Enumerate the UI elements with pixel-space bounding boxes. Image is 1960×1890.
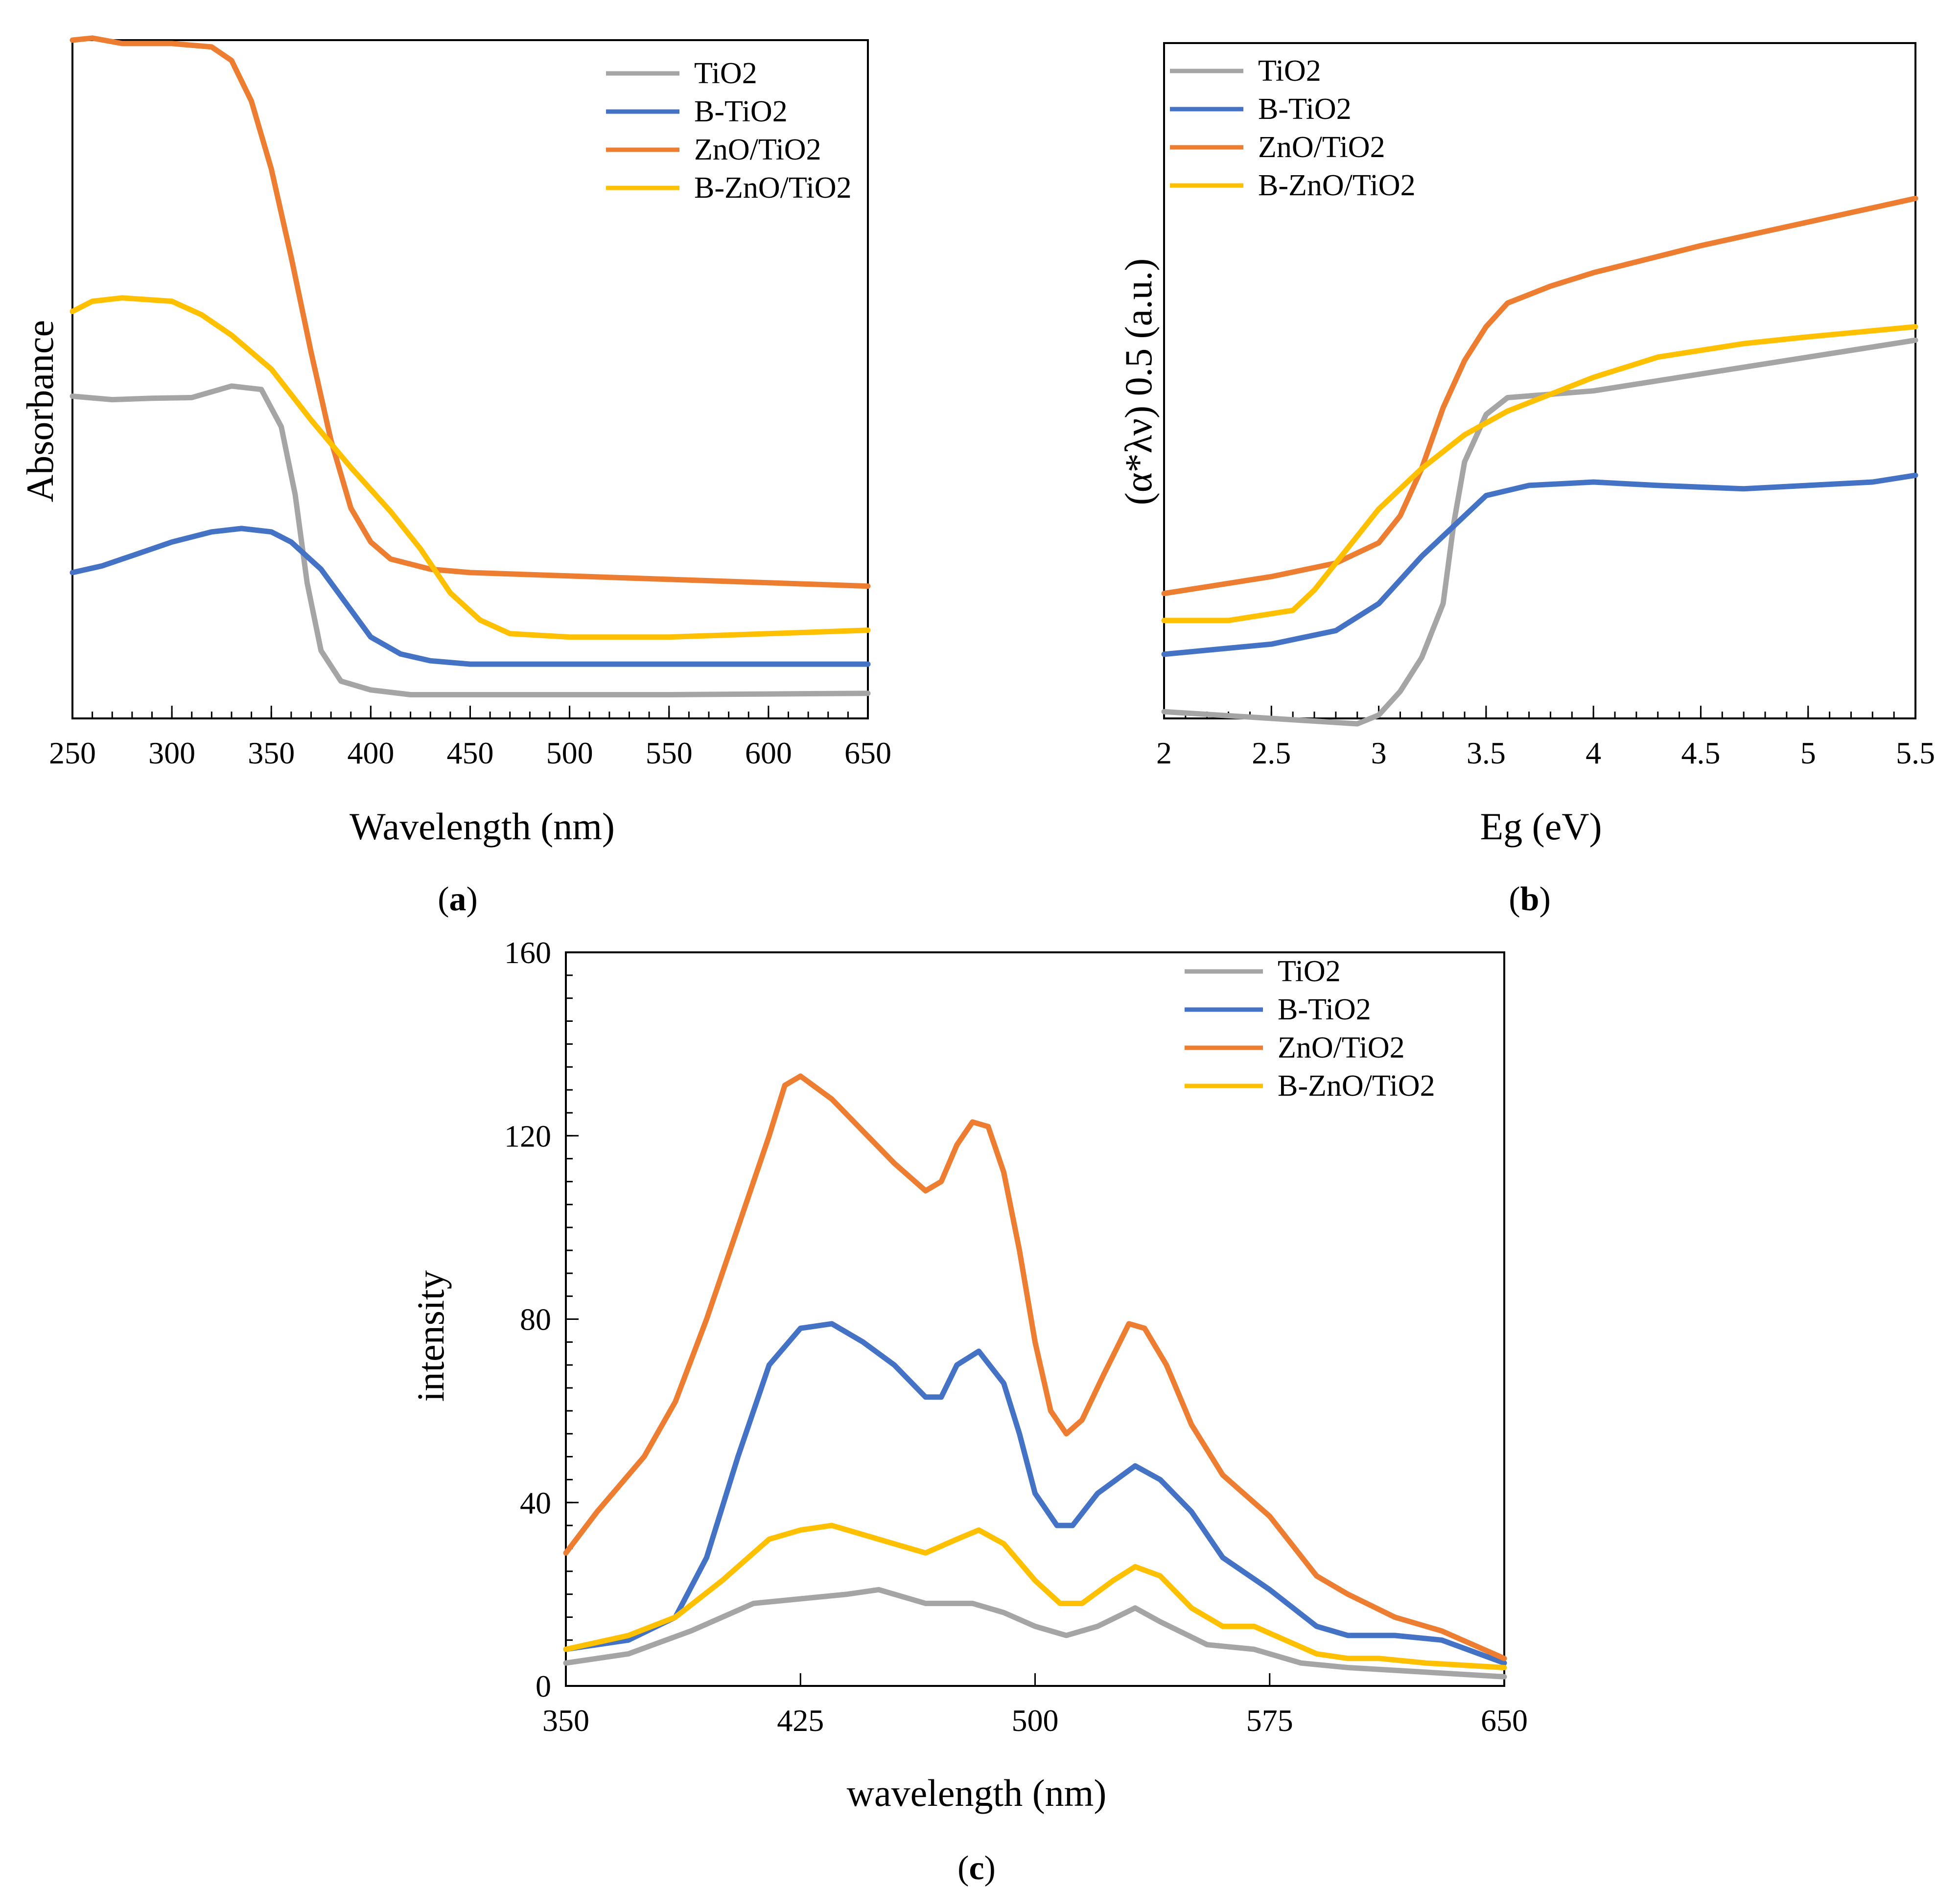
- chart-b-x-tick-label: 4: [1586, 736, 1601, 770]
- chart-b-x-tick-label: 5.5: [1896, 736, 1935, 770]
- chart-a-legend-label: ZnO/TiO2: [694, 133, 821, 166]
- chart-b-x-tick-label: 3: [1371, 736, 1387, 770]
- panel-label-c-letter: c: [969, 1849, 984, 1887]
- chart-b-series-zno-tio2: [1161, 195, 1918, 597]
- chart-a-x-tick-label: 600: [745, 736, 792, 770]
- chart-c-y-tick-label: 80: [520, 1302, 551, 1337]
- chart-a-x-tick-label: 550: [646, 736, 693, 770]
- panel-label-b: (b): [1509, 880, 1551, 918]
- chart-c-y-tick-label: 40: [520, 1485, 551, 1520]
- panel-label-b-close: ): [1539, 880, 1550, 918]
- chart-b-x-tick-label: 5: [1800, 736, 1816, 770]
- chart-a-x-tick-label: 500: [546, 736, 593, 770]
- chart-c-x-ticks: 350 425 500 575 650: [542, 1673, 1528, 1738]
- chart-b-legend-item-b-zno-tio2: B-ZnO/TiO2: [1170, 169, 1416, 202]
- chart-b-x-ticks: 2 2.5 3 3.5 4 4.5 5 5.5: [1156, 706, 1935, 770]
- chart-a-series-b-tio2: [70, 526, 871, 667]
- panel-label-a-close: ): [467, 880, 478, 918]
- chart-a-y-axis-title: Absorbance: [19, 320, 61, 503]
- chart-c-series: [563, 1073, 1507, 1680]
- chart-a-x-axis-title: Wavelength (nm): [350, 805, 615, 848]
- chart-b-series-b-zno-tio2: [1161, 324, 1918, 623]
- chart-b-legend-label: TiO2: [1258, 54, 1321, 88]
- chart-a-x-tick-label: 250: [49, 736, 96, 770]
- chart-b-legend-label: ZnO/TiO2: [1258, 131, 1385, 164]
- chart-a: 250 300 350 400 450 500 550 600 650 TiO2 B-TiO2 Zn…: [19, 35, 891, 848]
- chart-a-x-tick-label: 400: [347, 736, 394, 770]
- chart-b-x-tick-label: 2.5: [1252, 736, 1291, 770]
- chart-c-legend-label: B-ZnO/TiO2: [1278, 1069, 1435, 1103]
- chart-c-x-tick-label: 500: [1012, 1703, 1059, 1738]
- chart-a-x-tick-label: 300: [148, 736, 195, 770]
- panel-label-c-open: (: [957, 1849, 969, 1887]
- chart-c-y-tick-label: 160: [504, 935, 551, 970]
- chart-b-series: [1161, 195, 1918, 727]
- chart-a-legend-label: B-ZnO/TiO2: [694, 171, 852, 205]
- chart-a-series-zno-tio2: [70, 35, 871, 589]
- chart-b-legend-item-zno-tio2: ZnO/TiO2: [1170, 131, 1385, 164]
- chart-a-legend-label: TiO2: [694, 57, 757, 90]
- chart-b-series-b-tio2: [1161, 472, 1918, 657]
- chart-b-legend-label: B-ZnO/TiO2: [1258, 169, 1416, 202]
- chart-a-x-tick-label: 650: [844, 736, 891, 770]
- chart-c-legend-item-b-tio2: B-TiO2: [1185, 993, 1371, 1026]
- panel-label-c-close: ): [984, 1849, 996, 1887]
- chart-a-legend: TiO2 B-TiO2 ZnO/TiO2 B-ZnO/TiO2: [606, 57, 852, 205]
- chart-b-frame: [1163, 42, 1916, 719]
- chart-a-legend-label: B-TiO2: [694, 95, 788, 128]
- chart-c: 350 425 500 575 650 0 40 80 120 160 TiO2 B-TiO2 Zn…: [409, 935, 1528, 1814]
- panel-label-b-letter: b: [1520, 880, 1540, 918]
- chart-c-y-tick-label: 0: [536, 1669, 551, 1704]
- chart-c-x-tick-label: 425: [777, 1703, 824, 1738]
- chart-c-legend-item-b-zno-tio2: B-ZnO/TiO2: [1185, 1069, 1435, 1103]
- panel-label-a-open: (: [438, 880, 449, 918]
- chart-b-x-tick-label: 3.5: [1467, 736, 1506, 770]
- chart-c-x-tick-label: 650: [1481, 1703, 1528, 1738]
- chart-a-x-tick-label: 450: [447, 736, 494, 770]
- chart-b-x-tick-label: 4.5: [1681, 736, 1720, 770]
- chart-c-x-axis-title: wavelength (nm): [847, 1772, 1107, 1814]
- chart-c-legend-label: B-TiO2: [1278, 993, 1371, 1026]
- chart-c-y-axis-title: intensity: [409, 1270, 452, 1402]
- chart-a-x-tick-label: 350: [248, 736, 295, 770]
- chart-b-series-tio2: [1161, 337, 1918, 727]
- chart-a-legend-item-b-zno-tio2: B-ZnO/TiO2: [606, 171, 852, 205]
- panel-label-b-open: (: [1509, 880, 1520, 918]
- chart-b: 2 2.5 3 3.5 4 4.5 5 5.5 TiO2 B-TiO2 ZnO/TiO2 B-ZnO…: [1117, 42, 1935, 848]
- chart-b-x-axis-title: Eg (eV): [1480, 805, 1602, 848]
- chart-c-x-tick-label: 575: [1246, 1703, 1293, 1738]
- chart-b-plot-area: [1163, 42, 1916, 719]
- chart-c-series-zno-tio2: [563, 1073, 1507, 1661]
- chart-c-legend-label: ZnO/TiO2: [1278, 1031, 1405, 1064]
- chart-a-x-ticks: 250 300 350 400 450 500 550 600 650: [49, 706, 891, 770]
- chart-b-legend-item-tio2: TiO2: [1170, 54, 1321, 88]
- chart-c-legend-item-tio2: TiO2: [1185, 955, 1341, 988]
- chart-c-legend-item-zno-tio2: ZnO/TiO2: [1185, 1031, 1405, 1064]
- chart-c-legend: TiO2 B-TiO2 ZnO/TiO2 B-ZnO/TiO2: [1185, 955, 1435, 1103]
- chart-a-legend-item-b-tio2: B-TiO2: [606, 95, 788, 128]
- chart-b-legend-item-b-tio2: B-TiO2: [1170, 92, 1352, 126]
- chart-a-series: [70, 35, 871, 697]
- panel-label-a: (a): [438, 880, 478, 918]
- panel-label-c: (c): [957, 1849, 996, 1887]
- chart-a-legend-item-tio2: TiO2: [606, 57, 757, 90]
- chart-a-series-tio2: [70, 383, 871, 697]
- panel-label-a-letter: a: [449, 880, 467, 918]
- chart-a-series-b-zno-tio2: [70, 295, 871, 640]
- chart-c-y-tick-label: 120: [504, 1119, 551, 1153]
- chart-c-legend-label: TiO2: [1278, 955, 1341, 988]
- chart-c-series-b-zno-tio2: [563, 1522, 1507, 1670]
- chart-b-legend-label: B-TiO2: [1258, 92, 1352, 126]
- chart-b-x-tick-label: 2: [1156, 736, 1172, 770]
- chart-c-x-tick-label: 350: [542, 1703, 589, 1738]
- chart-c-series-tio2: [563, 1587, 1507, 1680]
- chart-b-legend: TiO2 B-TiO2 ZnO/TiO2 B-ZnO/TiO2: [1170, 54, 1416, 202]
- chart-a-legend-item-zno-tio2: ZnO/TiO2: [606, 133, 821, 166]
- chart-b-y-axis-title: (α*λν) 0.5 (a.u.): [1117, 258, 1160, 506]
- chart-c-series-b-tio2: [563, 1321, 1507, 1666]
